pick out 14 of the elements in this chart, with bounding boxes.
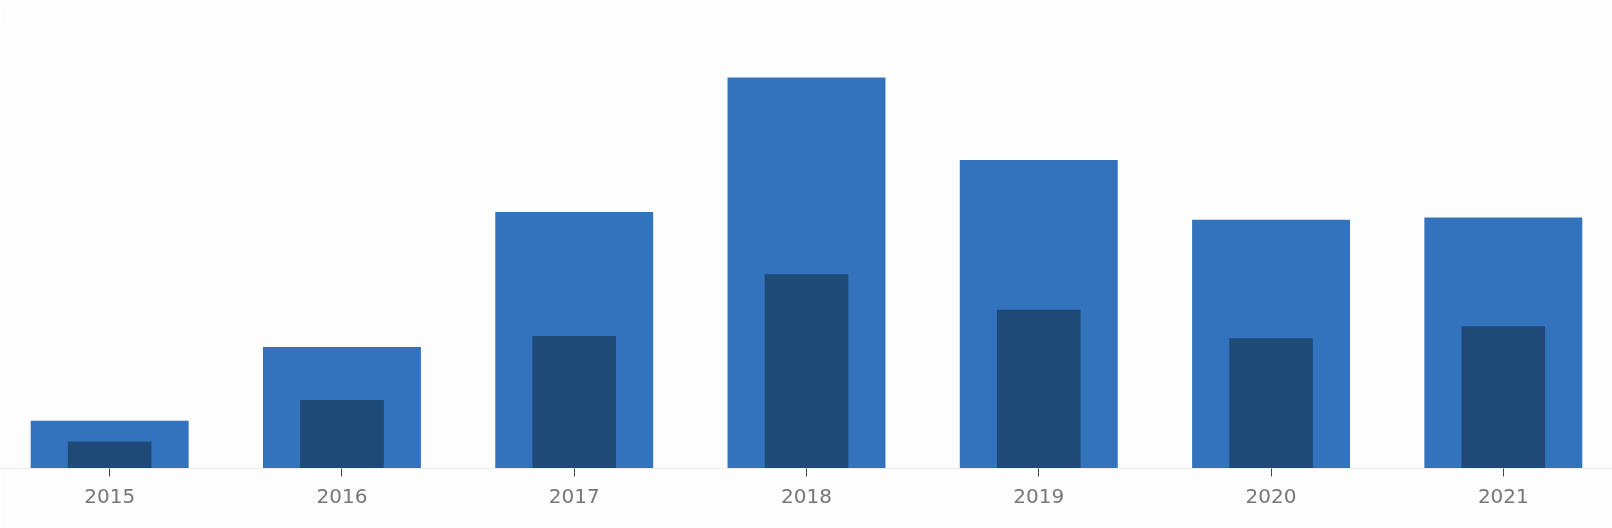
bar: [67, 441, 152, 469]
bar: [996, 309, 1081, 469]
bar: [300, 400, 384, 469]
x-tick-label: 2021: [1477, 483, 1529, 508]
bar: [764, 274, 849, 469]
bar: [1229, 338, 1313, 469]
x-tick-label: 2020: [1245, 483, 1297, 508]
x-tick-label: 2015: [84, 483, 136, 508]
x-tick-label: 2018: [781, 483, 832, 508]
x-tick-label: 2017: [548, 483, 600, 508]
bar: [1461, 326, 1546, 469]
x-tick-label: 2019: [1013, 483, 1065, 508]
bar: [532, 335, 617, 469]
x-tick-label: 2016: [316, 483, 368, 508]
